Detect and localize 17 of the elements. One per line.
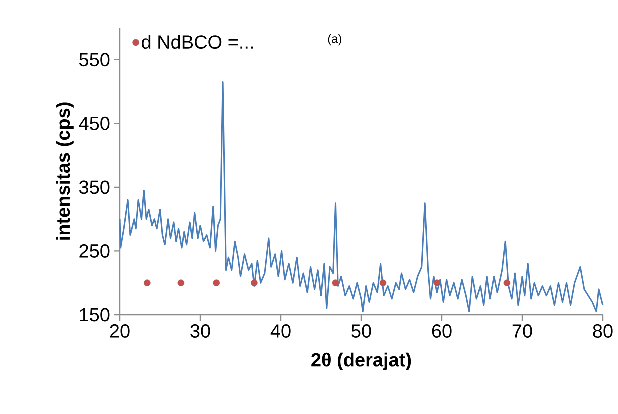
line-series [119,81,604,313]
y-tick-label: 150 [80,308,110,322]
x-tick-label: 70 [512,324,532,338]
x-tick-label: 40 [270,324,291,338]
y-axis-title: intensitas (cps) [56,102,74,240]
y-tick-label: 450 [79,116,110,130]
x-tick-label: 20 [110,324,130,338]
x-axis-title: 2θ (derajat) [312,352,412,371]
y-tick-label: 350 [79,180,110,194]
legend-label: d NdBCO =... [142,35,254,50]
annotation: (a) [328,34,342,46]
y-tick-label: 550 [80,53,110,67]
x-tick-label: 50 [352,324,372,338]
x-tick-label: 30 [190,324,210,338]
y-tick-label: 250 [80,244,110,258]
x-tick-label: 60 [432,324,452,338]
x-tick-label: 80 [593,324,613,338]
